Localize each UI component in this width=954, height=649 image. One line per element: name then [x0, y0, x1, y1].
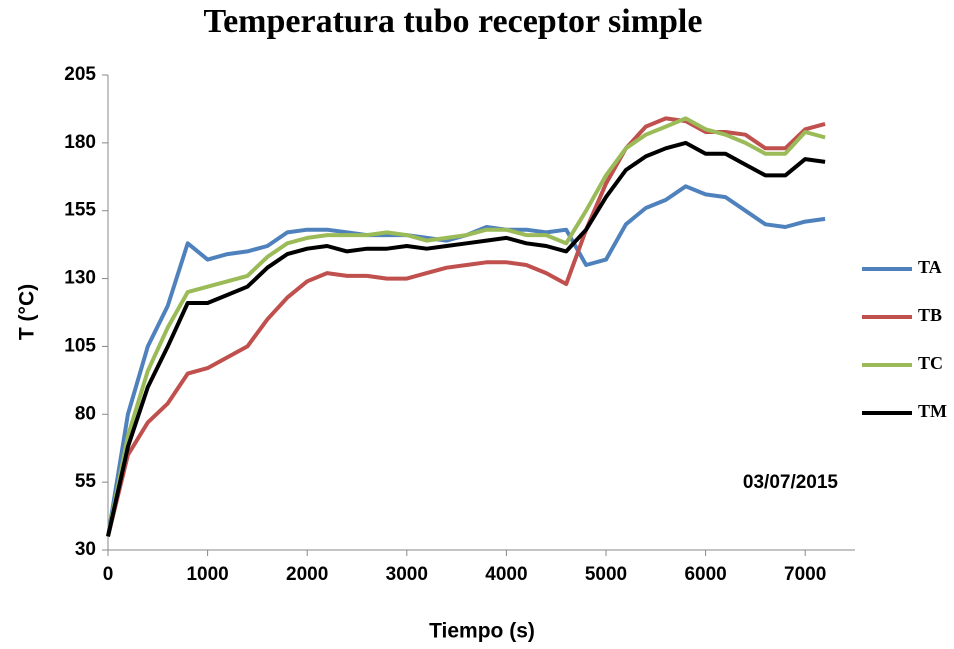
- x-tick-label: 4000: [485, 564, 527, 585]
- line-series: [106, 116, 826, 537]
- y-tick-label: 105: [64, 335, 96, 356]
- y-tick-label: 205: [64, 64, 96, 85]
- y-tick-label: 180: [64, 132, 96, 153]
- legend-label: TC: [918, 353, 943, 373]
- x-tick-label: 1000: [186, 564, 228, 585]
- line-series: [106, 184, 826, 537]
- y-tick-label: 155: [64, 200, 96, 221]
- x-axis-label: Tiempo (s): [429, 620, 535, 643]
- annotation: 03/07/2015: [743, 472, 839, 493]
- y-tick-label: 130: [64, 268, 96, 289]
- line-series: [106, 116, 826, 537]
- y-tick-label: 30: [75, 539, 96, 560]
- x-tick-label: 5000: [585, 564, 627, 585]
- x-tick-label: 6000: [684, 564, 726, 585]
- y-axis-label: T (°C): [16, 284, 39, 340]
- legend-label: TA: [918, 257, 942, 277]
- y-tick-label: 55: [75, 471, 97, 492]
- legend-label: TB: [918, 305, 942, 325]
- x-tick-label: 7000: [784, 564, 826, 585]
- x-tick-label: 3000: [386, 564, 428, 585]
- x-tick-label: 2000: [286, 564, 328, 585]
- x-tick-label: 0: [103, 564, 114, 585]
- chart-title: Temperatura tubo receptor simple: [204, 3, 703, 40]
- line-series: [106, 140, 826, 537]
- legend-label: TM: [918, 401, 947, 421]
- y-tick-label: 80: [75, 403, 96, 424]
